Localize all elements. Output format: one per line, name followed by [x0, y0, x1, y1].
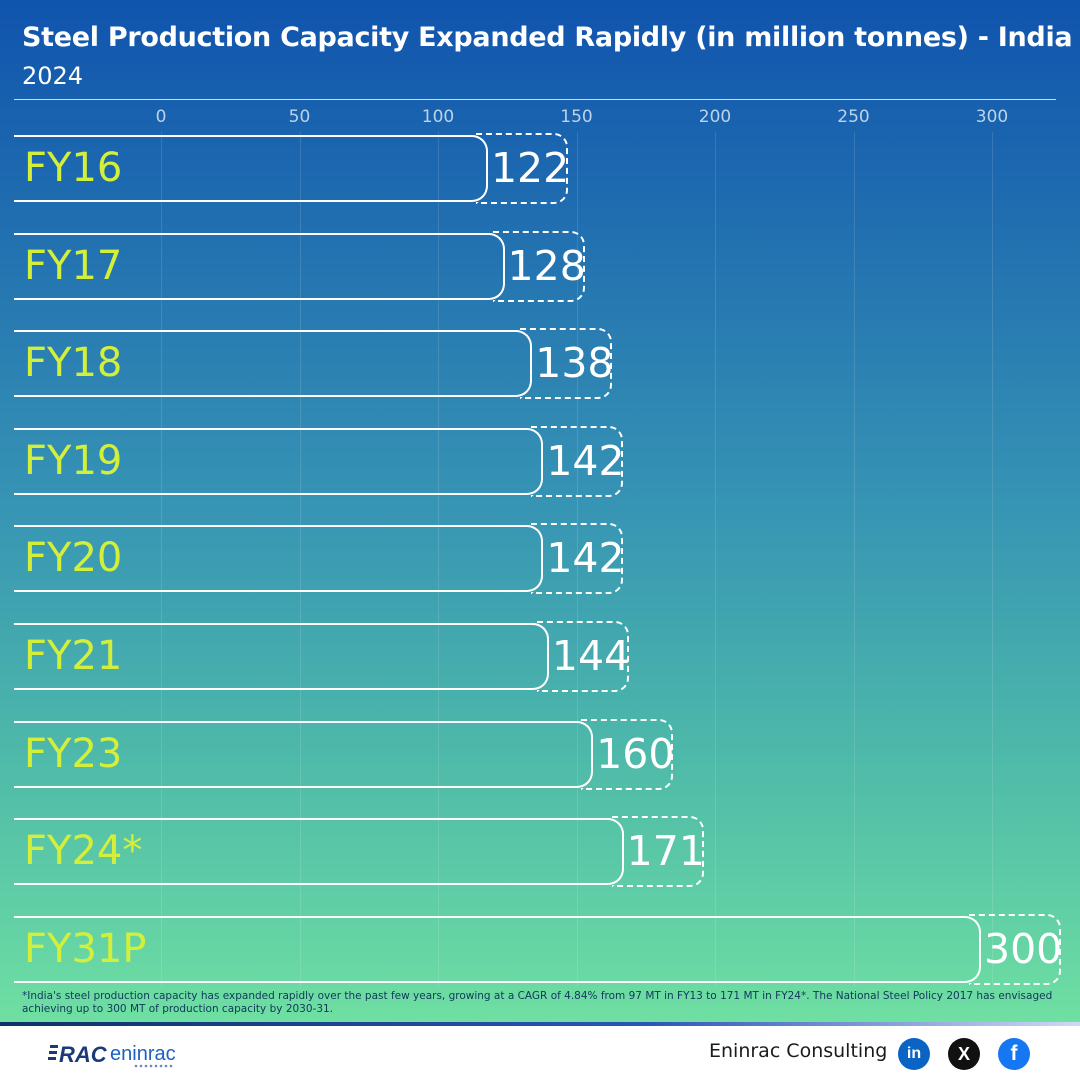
data-label: 160 — [596, 729, 675, 778]
bar — [14, 915, 981, 983]
value-label-box — [536, 621, 629, 692]
gridline — [715, 132, 716, 987]
bar — [14, 818, 624, 886]
svg-text:RAC: RAC — [59, 1042, 108, 1067]
x-tick-label: 0 — [155, 107, 167, 127]
x-tick-label: 300 — [975, 107, 1009, 127]
svg-text:eninrac: eninrac — [110, 1043, 176, 1065]
data-label: 122 — [490, 144, 570, 192]
value-label-box — [531, 425, 624, 497]
category-label: FY20 — [24, 535, 123, 582]
gridline — [854, 132, 855, 987]
category-label: FY31P — [24, 925, 147, 972]
category-label: FY18 — [24, 340, 123, 387]
category-label: FY16 — [24, 145, 123, 191]
category-label: FY24* — [24, 828, 143, 875]
linkedin-icon[interactable]: in — [898, 1038, 930, 1070]
bar — [14, 330, 533, 398]
footer-accent-line — [0, 1022, 1080, 1026]
x-tick-label: 250 — [837, 107, 870, 127]
value-label-box — [492, 230, 585, 302]
x-tick-label: 200 — [698, 107, 732, 127]
value-label-box — [520, 328, 613, 400]
data-label: 142 — [546, 436, 625, 485]
bar — [14, 232, 505, 300]
data-label: 138 — [535, 339, 614, 388]
gridline — [577, 132, 578, 987]
x-icon[interactable]: X — [948, 1038, 980, 1070]
value-label-box — [611, 816, 704, 888]
data-label: 300 — [984, 924, 1063, 973]
chart-title: Steel Production Capacity Expanded Rapid… — [22, 22, 1073, 53]
bar — [14, 720, 594, 788]
data-label: 128 — [507, 241, 586, 290]
facebook-icon[interactable]: f — [998, 1038, 1030, 1070]
x-tick-label: 150 — [560, 107, 593, 127]
gridline — [992, 132, 993, 987]
chart-background — [0, 0, 1080, 1022]
x-tick-label: 100 — [421, 107, 455, 127]
category-label: FY23 — [24, 730, 123, 777]
data-label: 144 — [551, 632, 631, 680]
eninrac-logo[interactable]: RAC eninrac — [48, 1036, 188, 1070]
x-tick-label: 50 — [288, 107, 311, 127]
data-label: 142 — [546, 534, 625, 583]
category-label: FY21 — [24, 633, 123, 679]
value-label-box — [969, 913, 1061, 985]
footnote: *India's steel production capacity has e… — [22, 990, 1053, 1015]
bar — [14, 623, 549, 690]
category-label: FY19 — [24, 437, 123, 484]
gridline — [300, 132, 301, 987]
category-label: FY17 — [24, 242, 123, 289]
bar — [14, 525, 544, 593]
chart-subtitle: 2024 — [22, 62, 84, 90]
gridline — [438, 132, 439, 987]
value-label-box — [531, 523, 624, 595]
title-divider — [14, 99, 1056, 100]
value-label-box — [475, 133, 568, 204]
data-label: 171 — [626, 827, 705, 876]
bar — [14, 427, 544, 495]
brand-name: Eninrac Consulting — [709, 1040, 888, 1062]
gridline — [161, 132, 162, 987]
value-label-box — [581, 718, 674, 790]
bar — [14, 135, 488, 202]
